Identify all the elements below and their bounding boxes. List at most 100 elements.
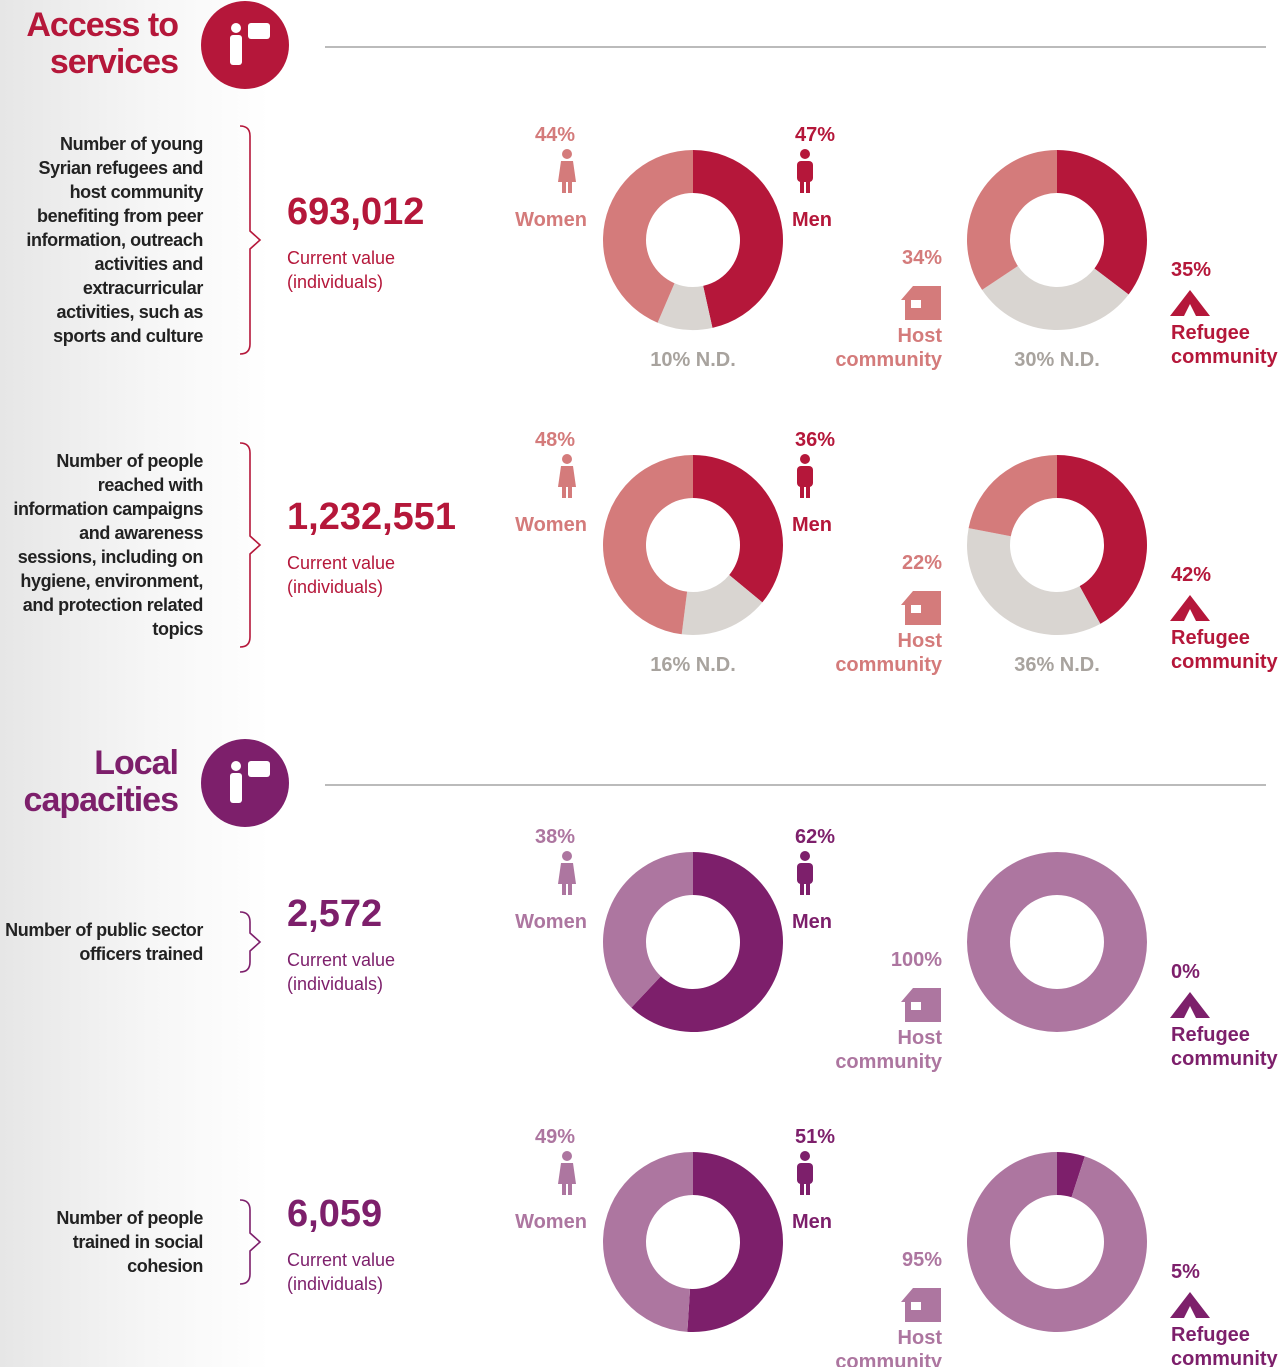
tent-door <box>1184 1006 1196 1018</box>
donut-segment <box>967 150 1057 290</box>
category-label: Men <box>792 911 832 933</box>
value-label: 100% <box>890 949 942 971</box>
donut-segment <box>967 528 1101 635</box>
category-label: Men <box>792 209 832 231</box>
person-leg <box>568 180 572 193</box>
value-caption: Current value (individuals) <box>287 553 396 597</box>
donut-segment <box>602 455 693 635</box>
category-label: Refugee community <box>1171 1024 1278 1070</box>
person-head <box>800 149 810 159</box>
category-label: Host community <box>835 1327 942 1367</box>
value-label: 49% <box>534 1126 576 1148</box>
value-label: 22% <box>901 552 942 574</box>
section-icon <box>201 1 289 89</box>
house-window <box>911 605 921 613</box>
donut-segment <box>1057 150 1147 295</box>
person-body <box>797 161 813 182</box>
person-leg <box>568 882 572 895</box>
category-label: Women <box>515 1211 587 1233</box>
person-leg <box>568 1182 572 1195</box>
icon-body <box>230 35 242 65</box>
value-label: 38% <box>534 826 576 848</box>
category-label: Refugee community <box>1171 627 1278 673</box>
tent-icon <box>1170 290 1210 316</box>
tent-icon <box>1170 992 1210 1018</box>
value-label: 44% <box>534 124 576 146</box>
section-title: Local capacities <box>23 744 179 819</box>
tent-door <box>1184 609 1196 621</box>
indicator-value: 693,012 <box>287 191 425 233</box>
category-label: Women <box>515 514 587 536</box>
value-label: 10% N.D. <box>650 349 736 371</box>
person-head <box>800 454 810 464</box>
person-body <box>797 466 813 487</box>
category-label: Host community <box>835 325 942 371</box>
value-label: 30% N.D. <box>1014 349 1100 371</box>
person-body <box>797 863 813 884</box>
person-head <box>562 149 572 159</box>
donut-segment <box>982 266 1129 330</box>
person-leg <box>562 485 566 498</box>
donut-segment <box>693 150 784 328</box>
person-leg <box>562 180 566 193</box>
person-body <box>558 466 576 487</box>
person-leg <box>568 485 572 498</box>
value-label: 36% <box>794 429 836 451</box>
person-body <box>558 1163 576 1184</box>
donut-segment <box>657 283 713 330</box>
category-label: Refugee community <box>1171 322 1278 368</box>
donut-segment <box>967 1152 1147 1332</box>
section-title: Access to services <box>26 6 179 81</box>
tent-door <box>1184 304 1196 316</box>
tent-icon <box>1170 1292 1210 1318</box>
person-head <box>800 1151 810 1161</box>
donut-segment <box>968 455 1057 537</box>
category-label: Refugee community <box>1171 1324 1278 1367</box>
value-caption: Current value (individuals) <box>287 248 396 292</box>
person-body <box>797 1163 813 1184</box>
donut-segment <box>967 852 1147 1032</box>
value-caption: Current value (individuals) <box>287 950 396 994</box>
indicator-value: 1,232,551 <box>287 496 457 538</box>
bracket <box>239 911 262 973</box>
donut-segment <box>681 574 763 635</box>
bracket <box>239 442 262 648</box>
icon-board <box>248 23 270 39</box>
value-label: 36% N.D. <box>1014 654 1100 676</box>
value-label: 51% <box>794 1126 836 1148</box>
house-window <box>911 300 921 308</box>
category-label: Host community <box>835 630 942 676</box>
icon-body <box>230 773 242 803</box>
value-label: 5% <box>1171 1261 1200 1283</box>
bracket <box>239 125 262 355</box>
indicator-value: 2,572 <box>287 893 383 935</box>
category-label: Host community <box>835 1027 942 1073</box>
indicator-label: Number of young Syrian refugees and host… <box>26 134 203 346</box>
person-leg <box>800 180 804 193</box>
house-window <box>911 1302 921 1310</box>
donut-segment <box>687 1152 783 1332</box>
donut-segment <box>631 852 783 1032</box>
person-leg <box>800 1182 804 1195</box>
value-label: 0% <box>1171 961 1200 983</box>
house-window <box>911 1002 921 1010</box>
person-leg <box>806 882 810 895</box>
donut-segment <box>1057 1152 1085 1198</box>
icon-head <box>231 761 241 771</box>
indicator-value: 6,059 <box>287 1193 383 1235</box>
category-label: Men <box>792 1211 832 1233</box>
donut-segment <box>602 1152 693 1332</box>
donut-segment <box>1057 455 1147 624</box>
category-label: Men <box>792 514 832 536</box>
section-icon <box>201 739 289 827</box>
bracket <box>239 1199 262 1285</box>
value-label: 48% <box>534 429 576 451</box>
value-label: 62% <box>794 826 836 848</box>
indicator-label: Number of public sector officers trained <box>5 920 203 964</box>
category-label: Women <box>515 911 587 933</box>
person-body <box>558 161 576 182</box>
tent-door <box>1184 1306 1196 1318</box>
person-leg <box>800 882 804 895</box>
